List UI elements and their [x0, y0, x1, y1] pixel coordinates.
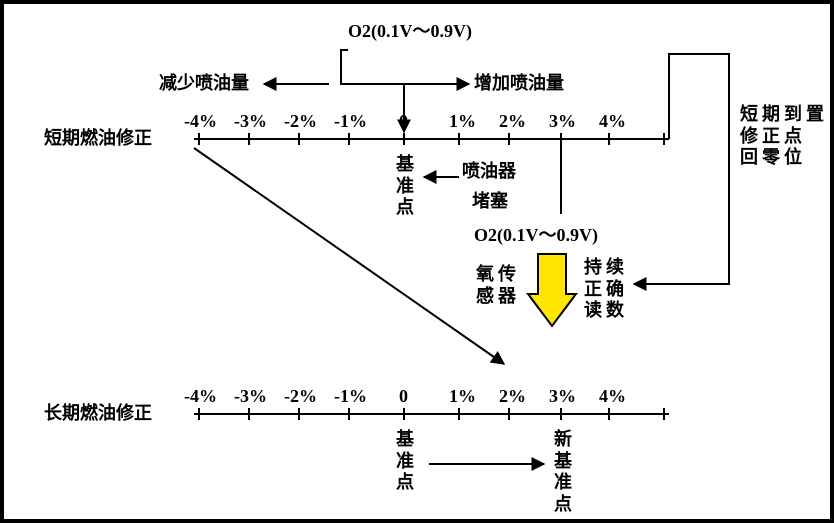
right-col3: 到点位 [784, 104, 802, 169]
b-tick-5: 1% [449, 387, 476, 407]
oxy-col2: 传器 [498, 264, 516, 307]
baseline-top-v: 基准点 [396, 154, 414, 219]
t-tick-2: -2% [284, 112, 317, 132]
t-tick-5: 1% [449, 112, 476, 132]
diagram-svg [4, 4, 830, 519]
o2-mid-label: O2(0.1V～0.9V) [474, 226, 598, 246]
clog-label: 堵塞 [472, 192, 508, 212]
right-col1: 短修回 [740, 104, 758, 169]
t-tick-8: 4% [599, 112, 626, 132]
read-col2: 续确数 [606, 257, 624, 322]
t-tick-6: 2% [499, 112, 526, 132]
b-tick-0: -4% [184, 387, 217, 407]
new-baseline-v: 新基准点 [554, 429, 572, 515]
reduce-label: 减少喷油量 [159, 74, 249, 94]
t-tick-7: 3% [549, 112, 576, 132]
b-tick-1: -3% [234, 387, 267, 407]
t-tick-3: -1% [334, 112, 367, 132]
right-col4: 置 [806, 104, 824, 126]
yellow-arrow-icon [528, 254, 576, 326]
b-tick-7: 3% [549, 387, 576, 407]
injector-label: 喷油器 [462, 162, 516, 182]
o2-top-label: O2(0.1V～0.9V) [348, 22, 472, 42]
t-tick-0: -4% [184, 112, 217, 132]
b-tick-3: -1% [334, 387, 367, 407]
t-tick-1: -3% [234, 112, 267, 132]
oxy-col1: 氧感 [476, 264, 494, 307]
b-tick-2: -2% [284, 387, 317, 407]
read-col1: 持正读 [584, 257, 602, 322]
right-col2: 期正零 [762, 104, 780, 169]
baseline-bottom-v: 基准点 [396, 429, 414, 494]
increase-label: 增加喷油量 [474, 74, 564, 94]
b-tick-8: 4% [599, 387, 626, 407]
long-term-label: 长期燃油修正 [44, 404, 152, 424]
b-tick-4: 0 [399, 387, 408, 407]
diagram-stage: O2(0.1V～0.9V) 减少喷油量 增加喷油量 短期燃油修正 -4% -3%… [0, 0, 834, 523]
t-tick-4: 0 [399, 112, 408, 132]
short-term-label: 短期燃油修正 [44, 129, 152, 149]
b-tick-6: 2% [499, 387, 526, 407]
